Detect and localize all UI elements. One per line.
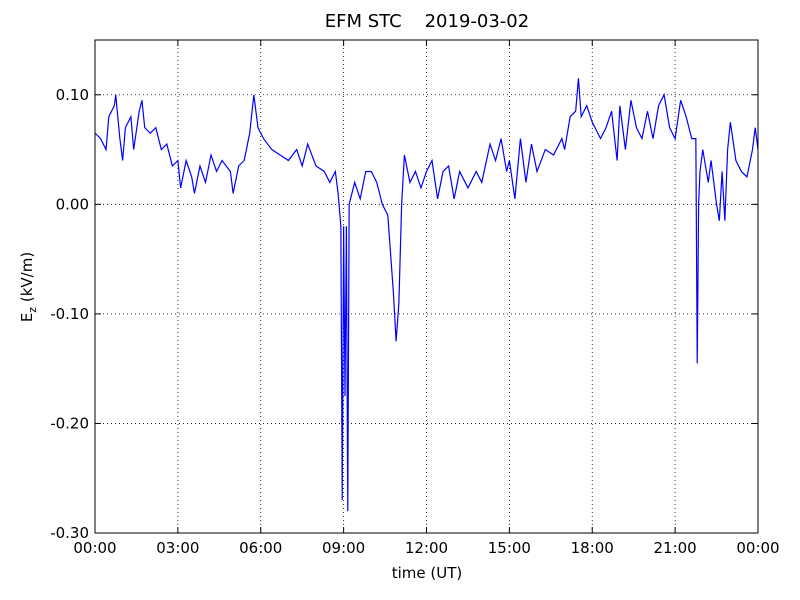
y-tick-label: -0.10 (50, 305, 89, 323)
x-tick-label: 09:00 (322, 539, 365, 557)
x-tick-label: 00:00 (736, 539, 779, 557)
x-tick-label: 15:00 (488, 539, 531, 557)
y-tick-label: 0.10 (56, 86, 89, 104)
x-tick-label: 18:00 (571, 539, 614, 557)
y-label-main: E (18, 313, 36, 322)
x-tick-label: 12:00 (405, 539, 448, 557)
y-label-unit: (kV/m) (18, 252, 36, 307)
x-tick-label: 00:00 (73, 539, 116, 557)
y-axis-label: Ez (kV/m) (18, 252, 39, 322)
y-tick-label: -0.20 (50, 414, 89, 432)
x-tick-label: 03:00 (156, 539, 199, 557)
data-line (94, 78, 759, 512)
y-label-sub: z (26, 307, 39, 313)
plot-frame (94, 39, 759, 534)
chart-title: EFM STC 2019-03-02 (325, 11, 529, 32)
x-axis-label: time (UT) (392, 564, 463, 582)
y-tick-label: -0.30 (50, 524, 89, 542)
x-tick-label: 21:00 (654, 539, 697, 557)
x-tick-label: 06:00 (239, 539, 282, 557)
y-tick-label: 0.00 (56, 195, 89, 213)
